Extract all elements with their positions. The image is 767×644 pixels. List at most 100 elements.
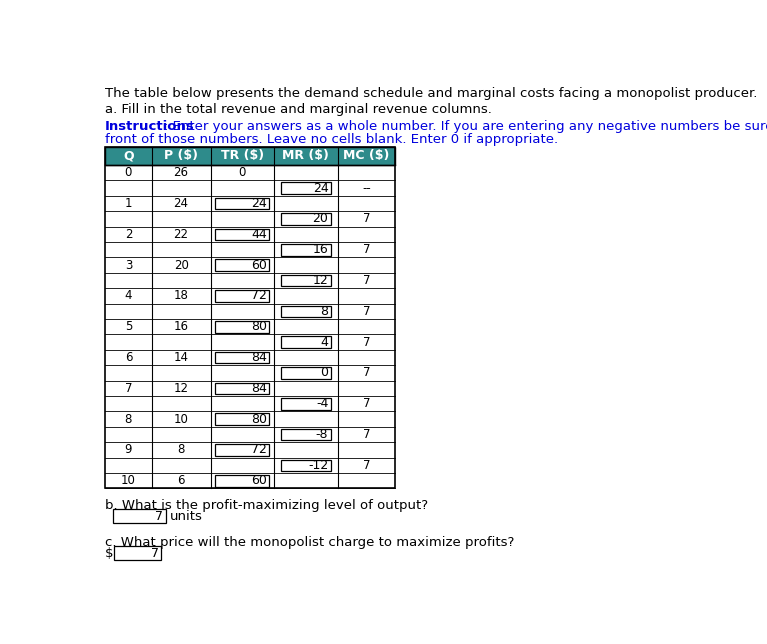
Bar (216, 413, 269, 425)
Bar (281, 182, 331, 194)
Text: 0: 0 (321, 366, 328, 379)
Text: 8: 8 (177, 444, 185, 457)
Bar (216, 383, 269, 394)
Bar (105, 365, 395, 381)
Bar (105, 350, 395, 365)
Text: 7: 7 (363, 428, 370, 441)
Text: 2: 2 (125, 228, 132, 241)
Bar (105, 273, 395, 289)
Text: 7: 7 (363, 305, 370, 318)
Bar (105, 165, 395, 180)
Text: Q: Q (123, 149, 133, 162)
Text: MR ($): MR ($) (282, 149, 329, 162)
Text: 14: 14 (173, 351, 189, 364)
Bar (105, 147, 395, 165)
Text: 84: 84 (252, 382, 267, 395)
Text: 7: 7 (125, 382, 132, 395)
Bar (281, 244, 331, 256)
Text: 0: 0 (239, 166, 246, 179)
Text: a. Fill in the total revenue and marginal revenue columns.: a. Fill in the total revenue and margina… (105, 104, 492, 117)
Text: 20: 20 (173, 259, 189, 272)
Bar (105, 334, 395, 350)
Bar (105, 258, 395, 273)
Bar (105, 242, 395, 258)
Text: 16: 16 (313, 243, 328, 256)
Text: 10: 10 (173, 413, 189, 426)
Text: TR ($): TR ($) (221, 149, 264, 162)
Bar (281, 336, 331, 348)
Text: 24: 24 (173, 197, 189, 210)
Text: 1: 1 (125, 197, 132, 210)
Text: 7: 7 (155, 509, 163, 523)
Text: 18: 18 (173, 289, 189, 303)
Bar (281, 306, 331, 317)
Text: 6: 6 (177, 474, 185, 488)
Text: 8: 8 (321, 305, 328, 318)
Text: 24: 24 (313, 182, 328, 194)
Text: 7: 7 (363, 366, 370, 379)
Text: --: -- (362, 182, 370, 194)
Text: 84: 84 (252, 351, 267, 364)
Bar (281, 460, 331, 471)
Bar (105, 319, 395, 334)
Bar (113, 509, 166, 523)
Bar (105, 211, 395, 227)
Bar (216, 198, 269, 209)
Text: 60: 60 (252, 259, 267, 272)
Text: P ($): P ($) (164, 149, 198, 162)
Text: 4: 4 (125, 289, 132, 303)
Text: 7: 7 (363, 274, 370, 287)
Text: 16: 16 (173, 320, 189, 333)
Text: front of those numbers. Leave no cells blank. Enter 0 if appropriate.: front of those numbers. Leave no cells b… (105, 133, 558, 146)
Text: 0: 0 (125, 166, 132, 179)
Text: 10: 10 (121, 474, 136, 488)
Text: 8: 8 (125, 413, 132, 426)
Text: 7: 7 (363, 459, 370, 472)
Text: 7: 7 (150, 547, 159, 560)
Text: 72: 72 (252, 444, 267, 457)
Text: 7: 7 (363, 213, 370, 225)
Text: -4: -4 (316, 397, 328, 410)
Bar (281, 429, 331, 440)
Text: 5: 5 (125, 320, 132, 333)
Bar (281, 398, 331, 410)
Bar (105, 180, 395, 196)
Bar (105, 304, 395, 319)
Text: 6: 6 (125, 351, 132, 364)
Text: 9: 9 (125, 444, 132, 457)
Text: c. What price will the monopolist charge to maximize profits?: c. What price will the monopolist charge… (105, 536, 515, 549)
Text: units: units (170, 509, 203, 523)
Bar (216, 352, 269, 363)
Bar (281, 367, 331, 379)
Bar (105, 289, 395, 304)
Bar (105, 427, 395, 442)
Text: 72: 72 (252, 289, 267, 303)
Bar (281, 213, 331, 225)
Bar (105, 196, 395, 211)
Bar (105, 227, 395, 242)
Text: The table below presents the demand schedule and marginal costs facing a monopol: The table below presents the demand sche… (105, 86, 758, 100)
Text: b. What is the profit-maximizing level of output?: b. What is the profit-maximizing level o… (105, 499, 428, 512)
Text: 12: 12 (313, 274, 328, 287)
Bar (216, 260, 269, 271)
Text: 80: 80 (251, 320, 267, 333)
Text: 22: 22 (173, 228, 189, 241)
Bar (216, 475, 269, 486)
Bar (105, 412, 395, 427)
Text: Instructions: Instructions (105, 120, 195, 133)
Bar (216, 444, 269, 456)
Bar (105, 381, 395, 396)
Text: 3: 3 (125, 259, 132, 272)
Bar (114, 546, 161, 560)
Text: 20: 20 (312, 213, 328, 225)
Text: 44: 44 (252, 228, 267, 241)
Bar (216, 321, 269, 332)
Text: : Enter your answers as a whole number. If you are entering any negative numbers: : Enter your answers as a whole number. … (164, 120, 767, 133)
Bar (105, 147, 395, 488)
Bar (216, 290, 269, 302)
Text: 12: 12 (173, 382, 189, 395)
Text: 4: 4 (321, 336, 328, 348)
Text: 80: 80 (251, 413, 267, 426)
Text: 26: 26 (173, 166, 189, 179)
Bar (105, 396, 395, 412)
